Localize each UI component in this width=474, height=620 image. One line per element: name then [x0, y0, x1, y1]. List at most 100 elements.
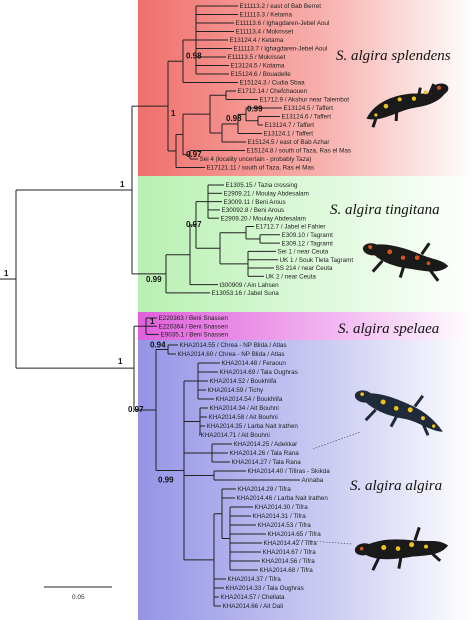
- salamander-algira-upper-image: [354, 390, 443, 436]
- scale-bar-label: 0.05: [72, 594, 85, 601]
- tip-label-algira: KHA2014.56 / Tifra: [262, 558, 316, 565]
- tip-label-tingitana: E1712.7 / Jabel el Fahier: [256, 224, 326, 231]
- tip-label-algira: KHA2014.57 / Chellata: [221, 594, 286, 601]
- support-splendens: 1: [171, 109, 176, 118]
- tip-label-splendens: E1712.9 / Akshur near Talembot: [260, 97, 350, 104]
- tip-label-tingitana: E309.10 / Tagramt: [282, 232, 334, 239]
- support-taffert-b: 0.99: [247, 104, 263, 113]
- tip-label-spelaea: E9035.1 / Beni Snassen: [161, 332, 229, 339]
- tip-label-algira: KHA2014.42 / Tifra: [264, 540, 318, 547]
- tip-label-algira: KHA2014.37 / Tifra: [228, 576, 282, 583]
- support-taffert-a: 0.98: [226, 114, 242, 123]
- tip-label-algira: KHA2014.29 / Tifra: [238, 486, 292, 493]
- salamander-algira-lower-image: [354, 526, 449, 571]
- tip-label-tingitana: UK 1 / Souk Tleta Tagramt: [280, 257, 354, 264]
- clade-label-spelaea: S. algira spelaea: [338, 321, 439, 337]
- tip-label-tingitana: Sei 1 / near Ceuta: [278, 249, 329, 256]
- tip-label-tingitana: E309.12 / Tagramt: [282, 240, 334, 247]
- tip-label-algira: KHA2014.65 / Tifra: [268, 531, 322, 538]
- tip-label-algira: KHA2014.33 / Tala Oughras: [226, 585, 304, 592]
- spelaea-band: [138, 312, 474, 340]
- tip-label-tingitana: E2909.20 / Moulay Abdesalam: [221, 215, 306, 222]
- tingitana-band: [138, 176, 474, 312]
- tip-label-algira: KHA2014.53 / Tifra: [258, 522, 312, 529]
- tip-label-splendens: E11113.5 / Mokrisset: [228, 54, 286, 61]
- tip-label-splendens: E11113.2 / east of Bab Berret: [240, 3, 322, 10]
- tip-label-splendens: E13124.1 / Taffert: [264, 131, 314, 138]
- tip-label-algira: KHA2014.27 / Tala Rana: [232, 459, 302, 466]
- tip-label-algira: KHA2014.55 / Chrea - NP Blida / Atlas: [180, 342, 287, 349]
- tip-label-algira: KHA2014.69 / Tala Oughras: [220, 369, 298, 376]
- tip-label-algira: KHA2014.40 / Tifiras - Skikda: [248, 468, 331, 475]
- leader-line-lower: [295, 539, 353, 545]
- support-spelaea: 1: [150, 317, 155, 326]
- tip-label-splendens: E15124.5 / east of Bab Azhar: [248, 139, 330, 146]
- tip-label-algira: KHA2014.52 / Boukhlifa: [210, 378, 277, 385]
- support-values: 1 1 1 0.98 0.98 0.99 0.97 0.99 0.97 1 1 0.94 0.97 0.9…: [4, 51, 263, 484]
- support-chrea: 0.94: [150, 341, 166, 350]
- tip-label-splendens: E13124.4 / Ketama: [230, 37, 284, 44]
- tip-label-algira: KHA2014.31 / Tifra: [253, 513, 307, 520]
- tip-label-tingitana: E30092.8 / Beni Arous: [222, 207, 285, 214]
- tip-label-algira: KHA2014.59 / Tichy: [208, 387, 265, 394]
- support-splendens-inner: 0.98: [186, 51, 202, 60]
- tip-label-algira: KHA2014.30 / Tifra: [255, 504, 309, 511]
- tip-label-algira: KHA2014.25 / Adekkar: [234, 441, 298, 448]
- tip-label-spelaea: E220364 / Beni Snassen: [159, 323, 229, 330]
- tip-label-algira: KHA2014.34 / Ait Bouhni: [210, 405, 279, 412]
- tip-label-algira: KHA2014.54 / Boukhlifa: [216, 396, 283, 403]
- tip-label-spelaea: E220363 / Beni Snassen: [159, 315, 229, 322]
- tree-branches: [0, 5, 300, 607]
- tip-labels: E11113.2 / east of Bab Berret E11113.3 / …: [159, 3, 354, 610]
- tip-label-algira: KHA2014.71 / Ait Bouhni: [201, 432, 270, 439]
- support-moroccan: 1: [120, 180, 125, 189]
- support-algira: 0.97: [128, 405, 144, 414]
- tip-label-algira: KHA2014.60 / Chrea - NP Blida / Atlas: [178, 351, 285, 358]
- tip-label-algira: KHA2014.66 / Ait Dali: [223, 603, 284, 610]
- tip-label-tingitana: E2909.21 / Moulay Abdesalam: [224, 191, 309, 198]
- tip-label-splendens: E15124.3 / Cudia Sbaa: [240, 80, 306, 87]
- clade-label-splendens: S. algira splendens: [336, 48, 451, 64]
- tip-label-splendens: E11113.6 / Ighagdaren-Jebel Aoul: [236, 20, 330, 27]
- tip-label-splendens: Sei 4 (locality uncertain - probably Taz…: [200, 156, 312, 163]
- tip-label-tingitana: SS 214 / near Ceuta: [276, 265, 334, 272]
- tip-label-splendens: E11113.4 / Mokrisset: [236, 29, 294, 36]
- tip-label-algira: KHA2014.58 / Ait Bouhni: [209, 414, 278, 421]
- tip-label-splendens: E11113.3 / Ketama: [240, 12, 293, 19]
- tip-label-algira: KHA2014.67 / Tifra: [263, 549, 317, 556]
- tip-label-algira: KHA2014.68 / Tifra: [260, 567, 314, 574]
- leader-line-upper: [312, 431, 361, 450]
- support-tingitana: 0.99: [146, 275, 162, 284]
- tip-label-splendens: E13124.6 / Taffert: [282, 114, 332, 121]
- support-algerian: 1: [118, 357, 123, 366]
- clade-label-algira: S. algira algira: [350, 478, 442, 494]
- tip-label-splendens: E17121.11 / south of Taza, Ras el Mas: [207, 165, 315, 172]
- tip-label-tingitana: E3009.11 / Beni Arous: [224, 199, 286, 206]
- algira-band: [138, 340, 474, 620]
- tip-label-algira: KHA2014.46 / Larba Nait Irathen: [237, 495, 329, 502]
- tip-label-algira: Annaba: [302, 477, 324, 484]
- support-tingitana-inner: 0.97: [186, 220, 202, 229]
- tip-label-splendens: E15124.8 / south of Taza, Ras el Mas: [247, 148, 352, 155]
- support-south: 0.97: [186, 150, 202, 159]
- tip-label-tingitana: E1305.15 / Tazia crossing: [226, 182, 298, 189]
- tip-label-splendens: E13124.5 / Taffert: [284, 105, 334, 112]
- tip-label-tingitana: E13053.16 / Jabel Suna: [212, 290, 280, 297]
- salamander-tingitana-image: [362, 242, 449, 282]
- splendens-band: [138, 0, 474, 176]
- tip-label-splendens: E13124.5 / Kotama: [231, 63, 285, 70]
- tip-label-tingitana: UK 2 / near Ceuta: [266, 274, 317, 281]
- tip-label-algira: KHA2014.26 / Tala Rana: [230, 450, 300, 457]
- tip-label-splendens: E1712.14 / Chefchaouen: [238, 88, 308, 95]
- tip-label-algira: KHA2014.35 / Larba Nait Irathen: [207, 423, 299, 430]
- clade-label-tingitana: S. algira tingitana: [330, 202, 440, 218]
- support-algira-inner: 0.99: [158, 475, 174, 484]
- tip-label-algira: KHA2014.48 / Feraoun: [222, 360, 287, 367]
- tip-label-tingitana: t300909 / Ain Lahsen: [220, 282, 280, 289]
- tip-label-splendens: E15124.6 / Bouadelle: [231, 71, 292, 78]
- tip-label-splendens: E13124.7 / Taffert: [265, 122, 315, 129]
- tip-label-splendens: E11113.7 / Ighagdaren-Jebel Aoul: [234, 46, 328, 53]
- support-root: 1: [4, 269, 9, 278]
